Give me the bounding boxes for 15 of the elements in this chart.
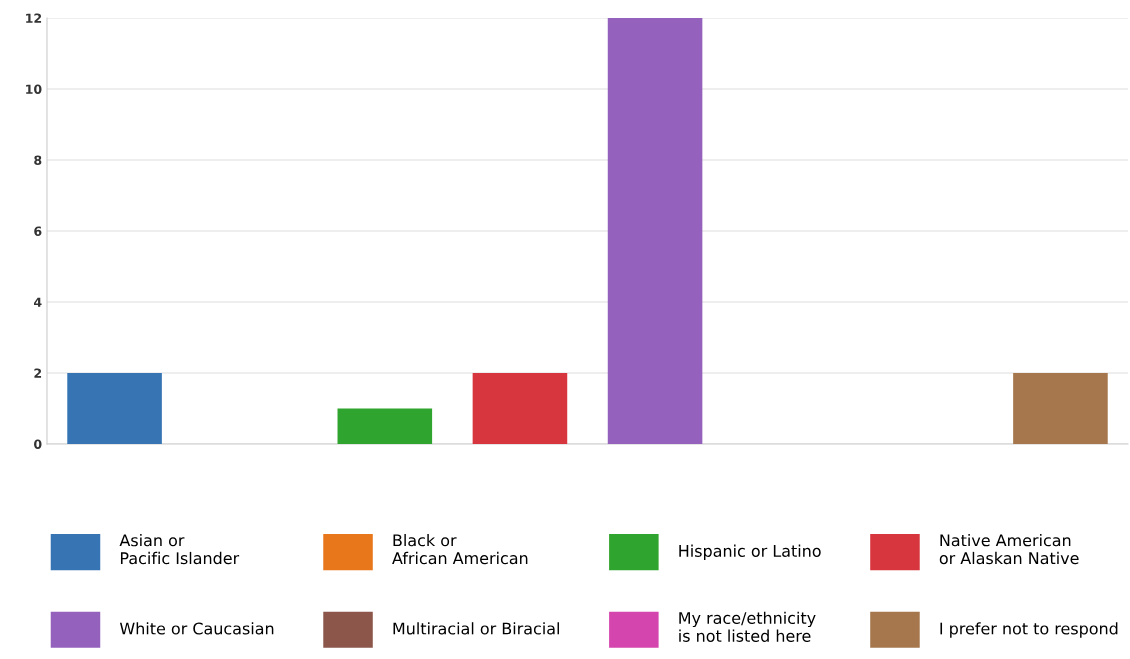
- legend-label: White or Caucasian: [119, 622, 274, 635]
- y-tick-label: 4: [34, 297, 42, 307]
- legend-label: I prefer not to respond: [940, 622, 1118, 638]
- legend-label: Hispanic or Latino: [679, 544, 821, 561]
- y-tick-label: 2: [34, 368, 42, 378]
- y-tick-label: 10: [26, 84, 42, 94]
- y-tick-label: 6: [34, 226, 42, 236]
- legend-label: Multiracial or Biracial: [393, 622, 559, 635]
- legend-label: My race/ethnicity is not listed here: [679, 611, 816, 642]
- legend-label: Asian or Pacific Islander: [119, 533, 240, 565]
- y-tick-label: 12: [26, 13, 42, 23]
- legend-label: Native American or Alaskan Native: [939, 533, 1079, 565]
- legend-label: Black or African American: [392, 533, 528, 565]
- y-tick-label: 0: [34, 439, 42, 449]
- y-tick-label: 8: [34, 155, 42, 165]
